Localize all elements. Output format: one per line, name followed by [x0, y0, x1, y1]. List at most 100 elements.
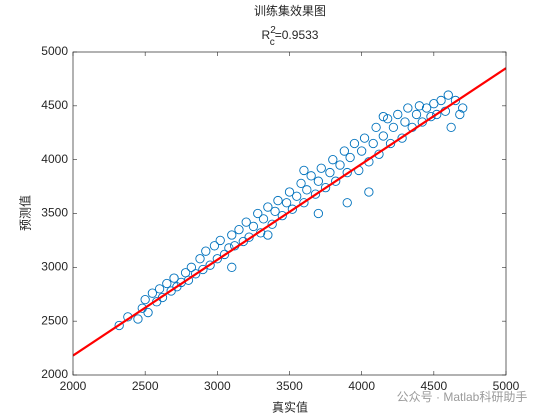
- point: [191, 269, 201, 279]
- point: [450, 95, 461, 106]
- point: [458, 103, 468, 113]
- point: [316, 163, 326, 173]
- point: [263, 230, 273, 240]
- point: [241, 217, 251, 227]
- point: [234, 224, 244, 235]
- x-tick-label: 4000: [348, 379, 375, 393]
- point: [258, 214, 269, 224]
- point: [227, 262, 237, 272]
- point: [436, 95, 446, 106]
- point: [147, 288, 158, 298]
- x-tick-label: 5000: [493, 379, 520, 393]
- point: [310, 189, 321, 199]
- point: [284, 187, 295, 197]
- fit-line: [73, 67, 506, 357]
- point: [209, 241, 220, 251]
- point: [205, 260, 215, 270]
- point: [296, 178, 306, 189]
- point: [133, 314, 143, 324]
- point: [114, 320, 124, 331]
- subtitle-sub: c: [270, 37, 275, 48]
- x-tick-label: 3500: [276, 379, 303, 393]
- subtitle-rest: =0.9533: [275, 28, 319, 42]
- plot-frame: [72, 51, 507, 376]
- point: [287, 204, 298, 214]
- point: [455, 109, 465, 120]
- point: [219, 249, 230, 260]
- point: [313, 176, 324, 186]
- point: [140, 294, 150, 305]
- x-tick-label: 2500: [132, 379, 159, 393]
- y-tick-label: 3500: [41, 206, 68, 220]
- point: [400, 117, 410, 127]
- x-tick-label: 4500: [420, 379, 447, 393]
- point: [335, 160, 345, 170]
- x-tick-label: 3000: [204, 379, 231, 393]
- point: [281, 198, 292, 208]
- x-tick-label: 2000: [60, 379, 87, 393]
- point: [414, 101, 425, 111]
- point: [198, 264, 208, 275]
- point: [359, 133, 370, 143]
- point: [397, 133, 407, 143]
- point: [227, 230, 237, 240]
- point: [378, 131, 388, 141]
- point: [263, 202, 273, 212]
- point: [176, 277, 186, 288]
- point: [201, 246, 211, 256]
- point: [325, 167, 335, 178]
- y-tick-label: 4000: [41, 152, 68, 166]
- point: [339, 146, 349, 156]
- point: [349, 138, 360, 149]
- point: [306, 171, 316, 181]
- point: [378, 111, 388, 122]
- point: [292, 191, 302, 201]
- point: [157, 292, 168, 303]
- y-tick-label: 5000: [41, 44, 68, 58]
- point: [345, 152, 355, 163]
- point: [154, 284, 165, 294]
- point: [169, 273, 179, 283]
- point: [357, 146, 367, 156]
- x-axis-label: 真实值: [272, 400, 308, 415]
- point: [432, 109, 442, 120]
- y-tick-label: 4500: [41, 98, 68, 112]
- point: [143, 307, 153, 318]
- chart-subtitle: R2 c=0.9533: [262, 25, 319, 48]
- y-tick-label: 2500: [41, 313, 68, 327]
- point: [248, 221, 259, 232]
- point: [183, 275, 194, 285]
- point: [186, 262, 197, 272]
- point: [385, 138, 396, 149]
- point: [426, 111, 436, 122]
- point: [368, 138, 378, 149]
- point: [393, 109, 403, 120]
- point: [388, 122, 399, 133]
- point: [403, 103, 413, 113]
- point: [446, 122, 456, 133]
- point: [277, 211, 287, 221]
- y-axis-label: 预测值: [18, 195, 33, 231]
- chart-title: 训练集效果图: [254, 3, 326, 18]
- y-tick-label: 3000: [41, 260, 68, 274]
- point: [212, 254, 222, 264]
- point: [342, 167, 352, 178]
- subtitle-sup: 2: [270, 25, 276, 36]
- point: [411, 109, 422, 120]
- point: [299, 165, 309, 176]
- point: [342, 198, 352, 208]
- point: [320, 183, 331, 193]
- point: [331, 176, 341, 186]
- point: [215, 235, 225, 246]
- point: [299, 198, 309, 208]
- watermark: 公众号 · Matlab科研助手: [397, 390, 528, 404]
- point: [328, 155, 338, 165]
- point: [421, 103, 432, 113]
- point: [302, 185, 312, 195]
- point: [371, 122, 381, 133]
- point: [382, 114, 393, 124]
- subtitle-base: R: [262, 28, 271, 42]
- y-tick-label: 2000: [41, 367, 68, 381]
